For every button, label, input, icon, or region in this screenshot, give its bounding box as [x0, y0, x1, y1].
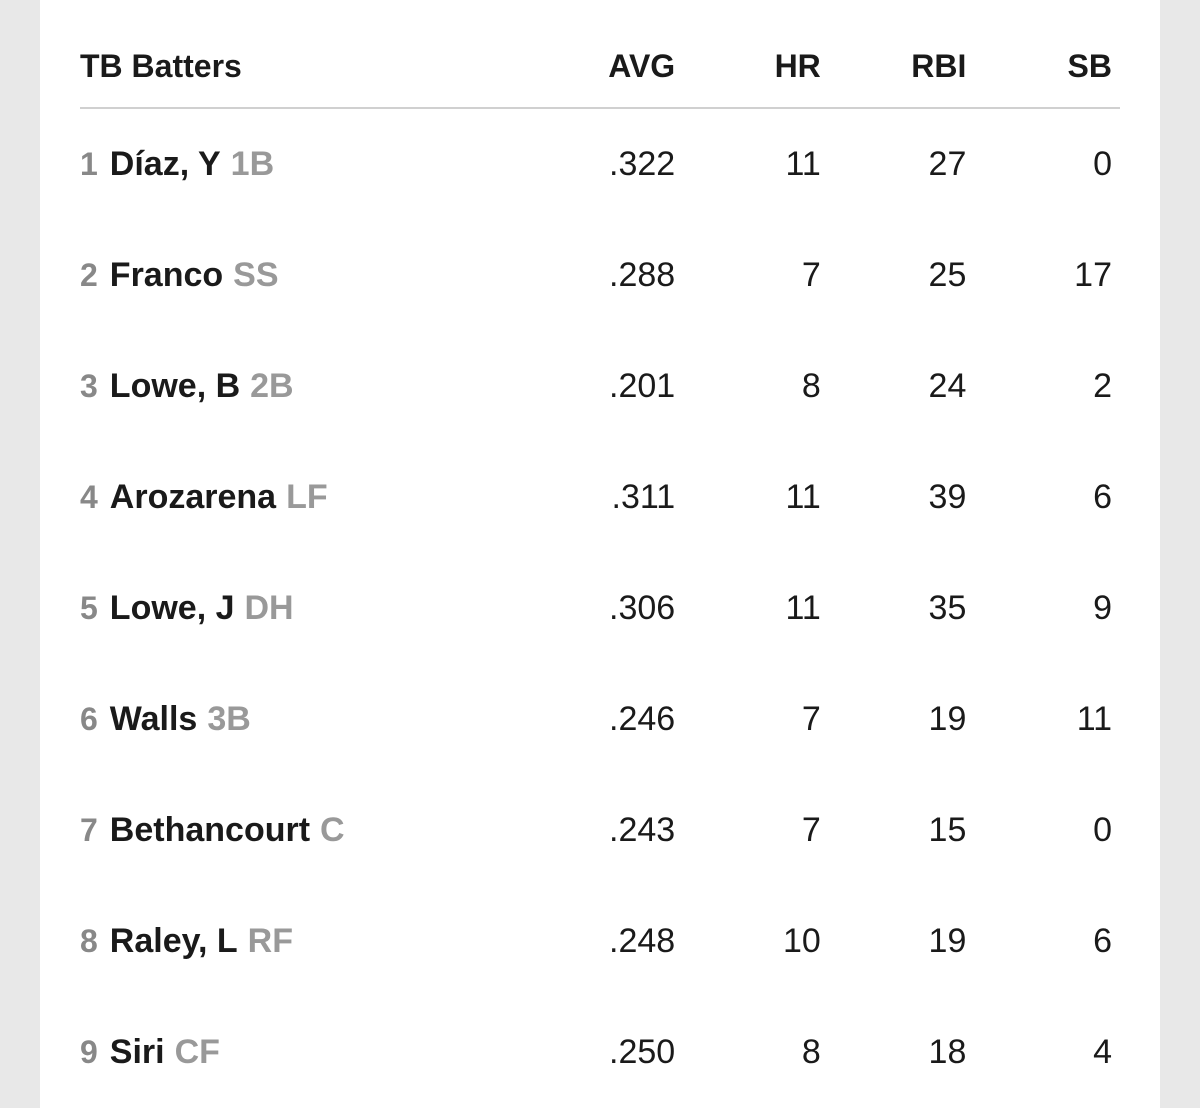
batters-table: TB Batters AVG HR RBI SB 1Díaz, Y1B.3221…	[80, 30, 1120, 1108]
player-position: CF	[175, 1033, 220, 1071]
stat-hr: 8	[683, 997, 829, 1108]
player-cell[interactable]: 6 Walls3B	[80, 664, 538, 775]
batting-order: 6	[80, 701, 98, 737]
stat-sb: 0	[974, 775, 1120, 886]
table-row[interactable]: 9 Siri CF .2508184	[80, 997, 1120, 1108]
stat-rbi: 39	[829, 442, 975, 553]
batting-order: 4	[80, 479, 98, 515]
player-cell[interactable]: 3 Lowe, B 2B	[80, 331, 538, 442]
player-cell[interactable]: 4 Arozarena LF	[80, 442, 538, 553]
stat-avg: .243	[538, 775, 684, 886]
batting-order: 8	[80, 923, 98, 959]
stat-avg: .306	[538, 553, 684, 664]
stat-sb: 6	[974, 886, 1120, 997]
stat-avg: .322	[538, 108, 684, 220]
player-cell[interactable]: 9 Siri CF	[80, 997, 538, 1108]
table-row[interactable]: 5 Lowe, J DH .30611359	[80, 553, 1120, 664]
stat-avg: .246	[538, 664, 684, 775]
stat-avg: .250	[538, 997, 684, 1108]
stat-avg: .201	[538, 331, 684, 442]
table-row[interactable]: 6 Walls3B .24671911	[80, 664, 1120, 775]
stat-hr: 7	[683, 664, 829, 775]
stat-rbi: 19	[829, 886, 975, 997]
stat-hr: 11	[683, 442, 829, 553]
stat-hr: 11	[683, 553, 829, 664]
stat-rbi: 19	[829, 664, 975, 775]
stat-hr: 7	[683, 220, 829, 331]
stat-rbi: 35	[829, 553, 975, 664]
stat-sb: 11	[974, 664, 1120, 775]
table-body: 1Díaz, Y1B.322112702FrancoSS.288725173Lo…	[80, 108, 1120, 1108]
player-name: Lowe, J	[110, 589, 235, 627]
header-hr[interactable]: HR	[683, 30, 829, 108]
player-name: Díaz, Y	[110, 145, 221, 183]
header-sb[interactable]: SB	[974, 30, 1120, 108]
player-position: C	[320, 811, 345, 849]
stat-hr: 8	[683, 331, 829, 442]
batting-order: 3	[80, 368, 98, 404]
player-position: SS	[233, 256, 278, 294]
stat-sb: 17	[974, 220, 1120, 331]
stat-hr: 11	[683, 108, 829, 220]
player-position: DH	[245, 589, 294, 627]
player-name: Arozarena	[110, 478, 276, 516]
player-name: Raley, L	[110, 922, 238, 960]
header-title[interactable]: TB Batters	[80, 30, 538, 108]
player-name: Siri	[110, 1033, 165, 1071]
batting-order: 7	[80, 812, 98, 848]
stat-sb: 4	[974, 997, 1120, 1108]
player-position: 3B	[207, 700, 250, 738]
stat-rbi: 27	[829, 108, 975, 220]
player-cell[interactable]: 1 Díaz, Y 1B	[80, 108, 538, 220]
player-position: 1B	[231, 145, 274, 183]
batting-order: 2	[80, 257, 98, 293]
batting-order: 9	[80, 1034, 98, 1070]
stat-avg: .288	[538, 220, 684, 331]
table-row[interactable]: 3 Lowe, B 2B .2018242	[80, 331, 1120, 442]
stat-rbi: 18	[829, 997, 975, 1108]
player-name: Lowe, B	[110, 367, 240, 405]
stat-sb: 0	[974, 108, 1120, 220]
stat-hr: 10	[683, 886, 829, 997]
player-position: 2B	[250, 367, 293, 405]
stat-rbi: 25	[829, 220, 975, 331]
header-avg[interactable]: AVG	[538, 30, 684, 108]
stat-avg: .248	[538, 886, 684, 997]
table-row[interactable]: 8 Raley, L RF .24810196	[80, 886, 1120, 997]
batting-order: 1	[80, 146, 98, 182]
stat-avg: .311	[538, 442, 684, 553]
player-cell[interactable]: 5 Lowe, J DH	[80, 553, 538, 664]
stat-rbi: 15	[829, 775, 975, 886]
player-name: Bethancourt	[110, 811, 310, 849]
player-cell[interactable]: 2 Franco SS	[80, 220, 538, 331]
stat-sb: 2	[974, 331, 1120, 442]
table-header-row: TB Batters AVG HR RBI SB	[80, 30, 1120, 108]
table-row[interactable]: 2 Franco SS .28872517	[80, 220, 1120, 331]
player-name: Franco	[110, 256, 223, 294]
table-row[interactable]: 1 Díaz, Y 1B .32211270	[80, 108, 1120, 220]
table-row[interactable]: 7BethancourtC.2437150	[80, 775, 1120, 886]
stat-hr: 7	[683, 775, 829, 886]
stat-sb: 9	[974, 553, 1120, 664]
player-name: Walls	[110, 700, 198, 738]
player-position: LF	[286, 478, 328, 516]
stat-sb: 6	[974, 442, 1120, 553]
player-cell[interactable]: 7 Bethancourt C	[80, 775, 538, 886]
batting-order: 5	[80, 590, 98, 626]
stat-rbi: 24	[829, 331, 975, 442]
header-rbi[interactable]: RBI	[829, 30, 975, 108]
table-row[interactable]: 4 Arozarena LF .31111396	[80, 442, 1120, 553]
player-position: RF	[248, 922, 293, 960]
batters-table-container: TB Batters AVG HR RBI SB 1Díaz, Y1B.3221…	[40, 0, 1160, 1108]
player-cell[interactable]: 8 Raley, L RF	[80, 886, 538, 997]
